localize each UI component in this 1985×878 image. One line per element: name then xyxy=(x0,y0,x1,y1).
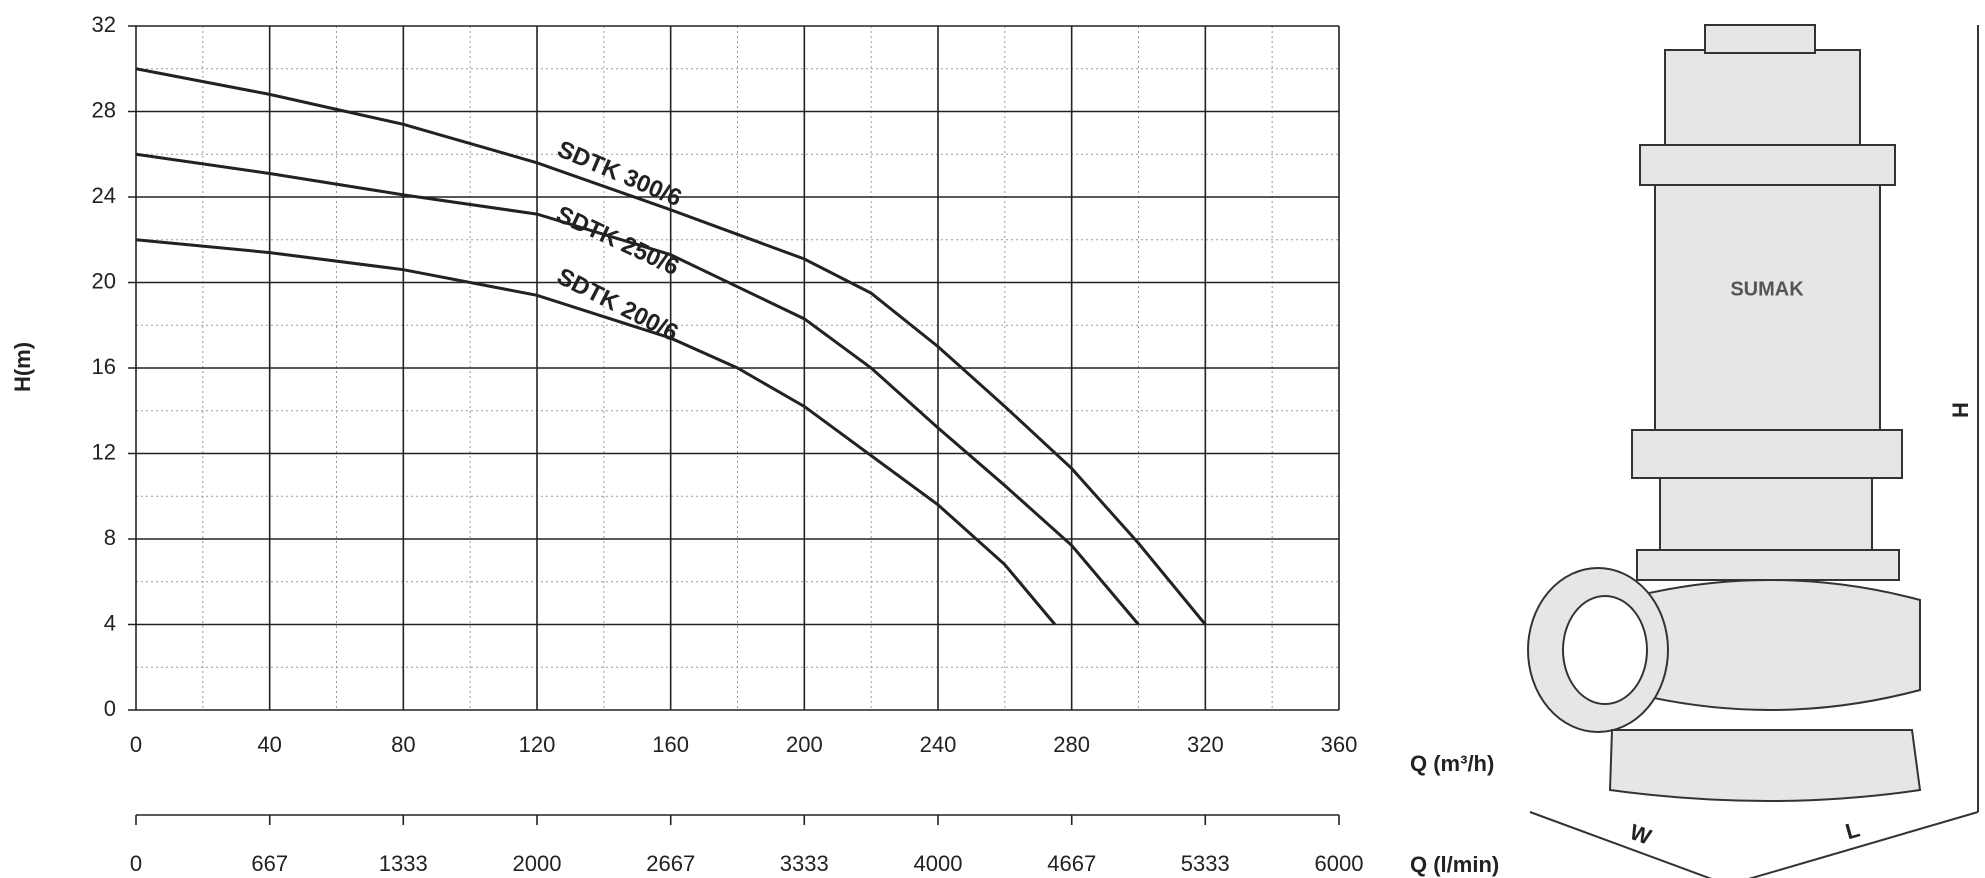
x-tick-label: 360 xyxy=(1321,732,1358,757)
y-tick-label: 28 xyxy=(92,97,116,122)
pump-base xyxy=(1608,729,1922,802)
dimension-label: W xyxy=(1627,819,1655,850)
x2-tick-label: 5333 xyxy=(1181,851,1230,876)
x-axis-label: Q (m³/h) xyxy=(1410,751,1494,776)
x-tick-label: 320 xyxy=(1187,732,1224,757)
pump-motor-top xyxy=(1664,49,1861,151)
x2-tick-label: 667 xyxy=(251,851,288,876)
y-tick-label: 32 xyxy=(92,12,116,37)
y-axis-label: H(m) xyxy=(10,342,35,392)
pump-outlet xyxy=(1562,595,1648,705)
x-tick-label: 240 xyxy=(920,732,957,757)
dimension-label: H xyxy=(1948,402,1973,418)
curve xyxy=(135,152,1140,626)
x-tick-label: 200 xyxy=(786,732,823,757)
x2-tick-label: 1333 xyxy=(379,851,428,876)
x2-tick-label: 6000 xyxy=(1315,851,1364,876)
curve xyxy=(135,67,1207,626)
pump-lifting-eye xyxy=(1704,24,1816,54)
x2-tick-label: 2667 xyxy=(646,851,695,876)
dimension-line xyxy=(1748,811,1979,878)
y-tick-label: 12 xyxy=(92,439,116,464)
x2-axis-label: Q (l/min) xyxy=(1410,852,1499,877)
x-tick-label: 0 xyxy=(130,732,142,757)
x-tick-label: 280 xyxy=(1053,732,1090,757)
x2-tick-label: 3333 xyxy=(780,851,829,876)
x2-tick-label: 0 xyxy=(130,851,142,876)
x2-tick-label: 4667 xyxy=(1047,851,1096,876)
x2-tick-label: 4000 xyxy=(914,851,963,876)
y-tick-label: 24 xyxy=(92,183,116,208)
curve xyxy=(135,238,1057,626)
x-tick-label: 80 xyxy=(391,732,415,757)
pump-flange xyxy=(1639,144,1896,186)
x-tick-label: 120 xyxy=(519,732,556,757)
y-tick-label: 4 xyxy=(104,610,116,635)
y-tick-label: 20 xyxy=(92,268,116,293)
pump-flange xyxy=(1636,549,1900,581)
y-tick-label: 8 xyxy=(104,525,116,550)
x2-tick-label: 2000 xyxy=(513,851,562,876)
pump-brand: SUMAK xyxy=(1730,278,1804,300)
y-tick-label: 0 xyxy=(104,696,116,721)
dimension-label: L xyxy=(1843,817,1863,845)
pump-body xyxy=(1654,184,1881,436)
series-label: SDTK 300/6 xyxy=(553,136,685,212)
x-tick-label: 160 xyxy=(652,732,689,757)
pump-drawing xyxy=(1527,24,1979,878)
pump-flange xyxy=(1631,429,1903,479)
dimension-line xyxy=(1529,811,1712,878)
x-tick-label: 40 xyxy=(257,732,281,757)
y-tick-label: 16 xyxy=(92,354,116,379)
pump-volute xyxy=(1619,579,1921,711)
